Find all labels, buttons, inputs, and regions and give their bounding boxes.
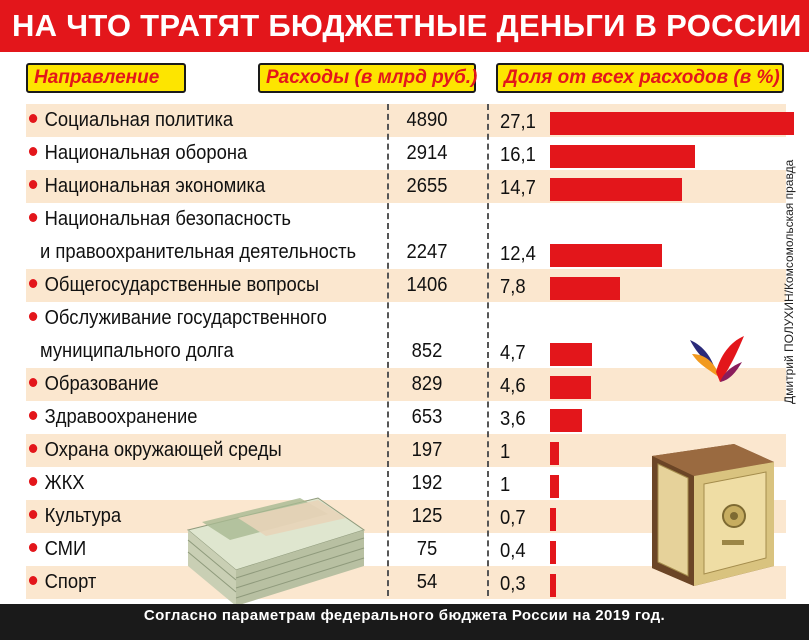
spending-value: 2655 xyxy=(406,175,448,197)
money-stack-image xyxy=(186,497,366,606)
category-label: Национальная безопасность xyxy=(28,203,291,236)
category-label: Здравоохранение xyxy=(28,401,198,434)
row-band xyxy=(26,368,786,401)
category-label: муниципального долга xyxy=(40,335,234,368)
bullet-icon xyxy=(28,312,38,322)
bullet-icon xyxy=(28,378,38,388)
share-bar xyxy=(550,442,559,465)
page-title: НА ЧТО ТРАТЯТ БЮДЖЕТНЫЕ ДЕНЬГИ В РОССИИ xyxy=(0,0,809,52)
spending-value: 4890 xyxy=(406,109,448,131)
share-value: 4,7 xyxy=(500,342,526,364)
category-label: Обслуживание государственного xyxy=(28,302,327,335)
spending-value: 192 xyxy=(411,472,443,494)
share-value: 7,8 xyxy=(500,276,526,298)
share-bar xyxy=(550,343,592,366)
share-bar xyxy=(550,541,556,564)
share-bar xyxy=(550,178,682,201)
share-value: 1 xyxy=(500,441,511,463)
column-divider-2 xyxy=(487,104,489,596)
spending-value: 197 xyxy=(411,439,443,461)
category-text: Здравоохранение xyxy=(44,406,198,428)
bullet-icon xyxy=(28,114,38,124)
share-bar xyxy=(550,244,662,267)
share-value: 3,6 xyxy=(500,408,526,430)
bullet-icon xyxy=(28,213,38,223)
category-text: Национальная безопасность xyxy=(44,208,291,230)
category-text: Культура xyxy=(44,505,122,527)
bullet-icon xyxy=(28,411,38,421)
header-direction: Направление xyxy=(26,63,186,93)
share-bar xyxy=(550,508,556,531)
share-bar xyxy=(550,475,559,498)
category-text: Общегосударственные вопросы xyxy=(44,274,320,296)
column-divider-1 xyxy=(387,104,389,596)
bullet-icon xyxy=(28,147,38,157)
bird-logo-icon xyxy=(690,336,744,382)
category-text: Образование xyxy=(44,373,159,395)
category-label: Социальная политика xyxy=(28,104,234,137)
bullet-icon xyxy=(28,444,38,454)
category-label: Культура xyxy=(28,500,122,533)
category-label: Охрана окружающей среды xyxy=(28,434,282,467)
category-label: Спорт xyxy=(28,566,97,599)
category-text: СМИ xyxy=(44,538,87,560)
category-label: Национальная экономика xyxy=(28,170,266,203)
bullet-icon xyxy=(28,477,38,487)
spending-value: 2247 xyxy=(406,241,448,263)
category-text: Национальная экономика xyxy=(44,175,266,197)
footer-note: Согласно параметрам федерального бюджета… xyxy=(0,604,809,640)
share-value: 0,4 xyxy=(500,540,526,562)
bullet-icon xyxy=(28,510,38,520)
share-value: 27,1 xyxy=(500,111,536,133)
category-label: Образование xyxy=(28,368,159,401)
category-text: Охрана окружающей среды xyxy=(44,439,282,461)
spending-value: 75 xyxy=(416,538,438,560)
spending-value: 54 xyxy=(416,571,438,593)
category-label: и правоохранительная деятельность xyxy=(40,236,356,269)
spending-value: 1406 xyxy=(406,274,448,296)
row-band xyxy=(26,269,786,302)
bullet-icon xyxy=(28,576,38,586)
category-text: ЖКХ xyxy=(44,472,85,494)
share-value: 0,3 xyxy=(500,573,526,595)
category-label: Общегосударственные вопросы xyxy=(28,269,320,302)
category-label: Национальная оборона xyxy=(28,137,248,170)
share-value: 0,7 xyxy=(500,507,526,529)
category-text: Спорт xyxy=(44,571,97,593)
header-share: Доля от всех расходов (в %) xyxy=(496,63,784,93)
share-bar xyxy=(550,112,794,135)
safe-image xyxy=(652,444,774,586)
share-value: 12,4 xyxy=(500,243,536,265)
share-bar xyxy=(550,145,695,168)
spending-value: 125 xyxy=(411,505,443,527)
category-label: ЖКХ xyxy=(28,467,85,500)
share-value: 14,7 xyxy=(500,177,536,199)
category-text: Национальная оборона xyxy=(44,142,248,164)
spending-value: 2914 xyxy=(406,142,448,164)
spending-value: 852 xyxy=(411,340,443,362)
spending-value: 829 xyxy=(411,373,443,395)
bullet-icon xyxy=(28,279,38,289)
share-bar xyxy=(550,409,582,432)
share-value: 4,6 xyxy=(500,375,526,397)
share-bar xyxy=(550,277,620,300)
row-band xyxy=(26,566,786,599)
spending-value: 653 xyxy=(411,406,443,428)
category-label: СМИ xyxy=(28,533,87,566)
share-value: 1 xyxy=(500,474,511,496)
category-text: и правоохранительная деятельность xyxy=(40,241,357,263)
category-text: Социальная политика xyxy=(44,109,234,131)
header-spending: Расходы (в млрд руб.) xyxy=(258,63,477,93)
bullet-icon xyxy=(28,543,38,553)
bullet-icon xyxy=(28,180,38,190)
category-text: Обслуживание государственного xyxy=(44,307,327,329)
share-bar xyxy=(550,574,556,597)
category-text: муниципального долга xyxy=(40,340,234,362)
share-bar xyxy=(550,376,591,399)
share-value: 16,1 xyxy=(500,144,536,166)
photo-credit: Дмитрий ПОЛУХИН/Комсомольская правда xyxy=(782,159,796,405)
